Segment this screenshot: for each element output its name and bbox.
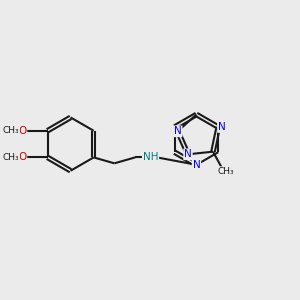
Text: CH₃: CH₃: [2, 154, 19, 163]
Text: NH: NH: [143, 152, 158, 162]
Text: CH₃: CH₃: [2, 126, 19, 135]
Text: O: O: [18, 152, 26, 162]
Text: N: N: [174, 126, 182, 136]
Text: N: N: [193, 160, 200, 170]
Text: O: O: [18, 126, 26, 136]
Text: CH₃: CH₃: [217, 167, 234, 176]
Text: N: N: [184, 149, 192, 159]
Text: N: N: [218, 122, 226, 132]
